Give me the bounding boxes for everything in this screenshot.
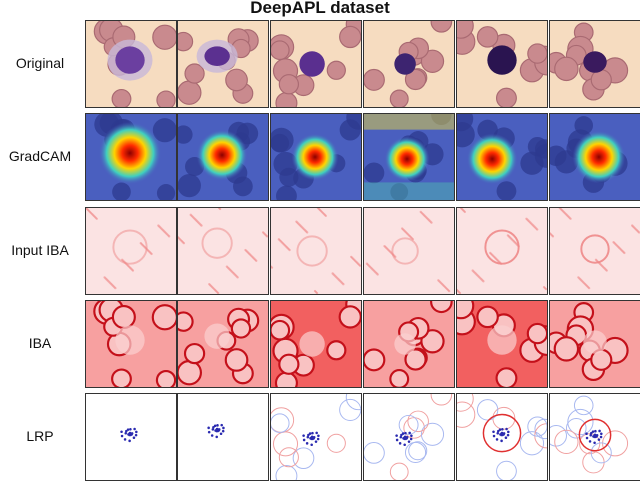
row-label-original: Original: [15, 55, 65, 71]
panel-inputiba-3: [270, 207, 362, 295]
panel-original-4: [363, 20, 455, 108]
panel-iba-5: [456, 300, 548, 388]
panel-lrp-2: [177, 393, 269, 481]
row-label-gradcam: GradCAM: [8, 148, 72, 164]
panel-lrp-4: [363, 393, 455, 481]
panel-iba-1: [85, 300, 177, 388]
panel-inputiba-6: [549, 207, 640, 295]
panel-iba-3: [270, 300, 362, 388]
row-label-lrp: LRP: [26, 428, 54, 444]
figure-title: DeepAPL dataset: [250, 0, 390, 17]
panel-gradcam-6: [549, 113, 640, 201]
panel-gradcam-4: [363, 113, 455, 201]
panel-lrp-1: [85, 393, 177, 481]
row-label-inputiba: Input IBA: [11, 242, 69, 258]
panel-gradcam-3: [270, 113, 362, 201]
panel-lrp-6: [549, 393, 640, 481]
panel-iba-4: [363, 300, 455, 388]
panel-original-6: [549, 20, 640, 108]
panel-gradcam-5: [456, 113, 548, 201]
panel-original-2: [177, 20, 269, 108]
panel-original-1: [85, 20, 177, 108]
panel-iba-2: [177, 300, 269, 388]
panel-original-5: [456, 20, 548, 108]
panel-lrp-3: [270, 393, 362, 481]
panel-inputiba-4: [363, 207, 455, 295]
panel-inputiba-2: [177, 207, 269, 295]
panel-lrp-5: [456, 393, 548, 481]
panel-iba-6: [549, 300, 640, 388]
panel-gradcam-1: [85, 113, 177, 201]
panel-gradcam-2: [177, 113, 269, 201]
panel-inputiba-1: [85, 207, 177, 295]
row-label-iba: IBA: [28, 335, 52, 351]
panel-inputiba-5: [456, 207, 548, 295]
panel-original-3: [270, 20, 362, 108]
